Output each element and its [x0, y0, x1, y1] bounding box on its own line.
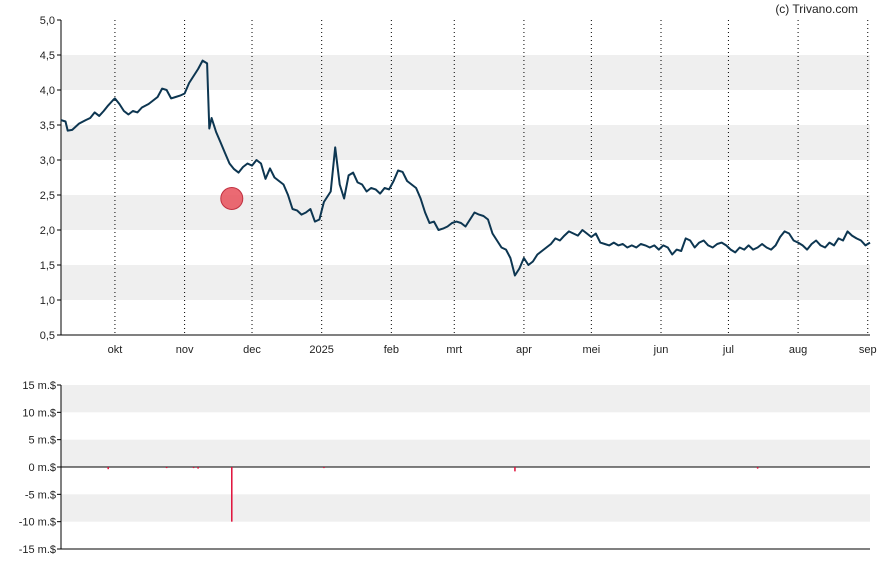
x-tick-label: mei — [582, 344, 600, 356]
x-tick-label: nov — [176, 344, 194, 356]
y-tick-label: 1,0 — [40, 295, 55, 307]
volume-bar — [514, 467, 516, 472]
volume-bar — [756, 467, 759, 469]
volume-bar — [197, 467, 199, 469]
volume-chart-panel: 15 m.$ 10 m.$ 5 m.$ 0 m.$ -5 m.$ -10 m.$ -15 m… — [19, 380, 870, 556]
x-tick-label: 2025 — [309, 344, 333, 356]
y-tick-label: 4,0 — [40, 85, 55, 97]
y-tick-label: 3,5 — [40, 120, 55, 132]
volume-y-tick-label: 15 m.$ — [22, 380, 56, 392]
volume-band — [61, 439, 870, 467]
y-tick-label: 3,0 — [40, 155, 55, 167]
price-series-line — [60, 59, 871, 277]
volume-y-tick-label: 0 m.$ — [28, 462, 56, 474]
y-tick-label: 5,0 — [40, 15, 55, 27]
x-tick-label: okt — [108, 344, 123, 356]
y-tick-label: 2,5 — [40, 190, 55, 202]
y-tick-label: 1,5 — [40, 260, 55, 272]
x-tick-label: mrt — [446, 344, 462, 356]
x-tick-label: sep — [859, 344, 877, 356]
price-band — [61, 195, 870, 230]
volume-y-tick-label: -10 m.$ — [19, 517, 56, 529]
event-marker — [220, 187, 244, 210]
volume-bar — [107, 467, 109, 470]
x-tick-label: dec — [243, 344, 261, 356]
volume-bar — [323, 467, 325, 469]
x-tick-label: feb — [384, 344, 399, 356]
y-tick-label: 2,0 — [40, 225, 55, 237]
x-tick-label: aug — [789, 344, 807, 356]
y-tick-label: 0,5 — [40, 330, 55, 342]
volume-band — [61, 385, 870, 413]
y-tick-label: 4,5 — [40, 50, 55, 62]
x-tick-label: apr — [516, 344, 532, 356]
volume-bar — [231, 467, 233, 522]
copyright-text: (c) Trivano.com — [775, 2, 858, 16]
volume-bar — [192, 467, 195, 469]
volume-band — [61, 494, 870, 522]
price-chart-panel: okt nov dec 2025 feb mrt apr mei jun jul aug sep 5,0… — [40, 15, 877, 356]
x-tick-label: jun — [653, 344, 669, 356]
volume-y-tick-label: -15 m.$ — [19, 544, 56, 556]
volume-bar — [165, 467, 168, 469]
price-band — [61, 55, 870, 90]
volume-y-tick-label: -5 m.$ — [25, 489, 56, 501]
volume-y-tick-label: 10 m.$ — [22, 407, 56, 419]
price-band — [61, 265, 870, 300]
price-band — [61, 125, 870, 160]
volume-y-tick-label: 5 m.$ — [28, 435, 56, 447]
x-tick-label: jul — [722, 344, 734, 356]
